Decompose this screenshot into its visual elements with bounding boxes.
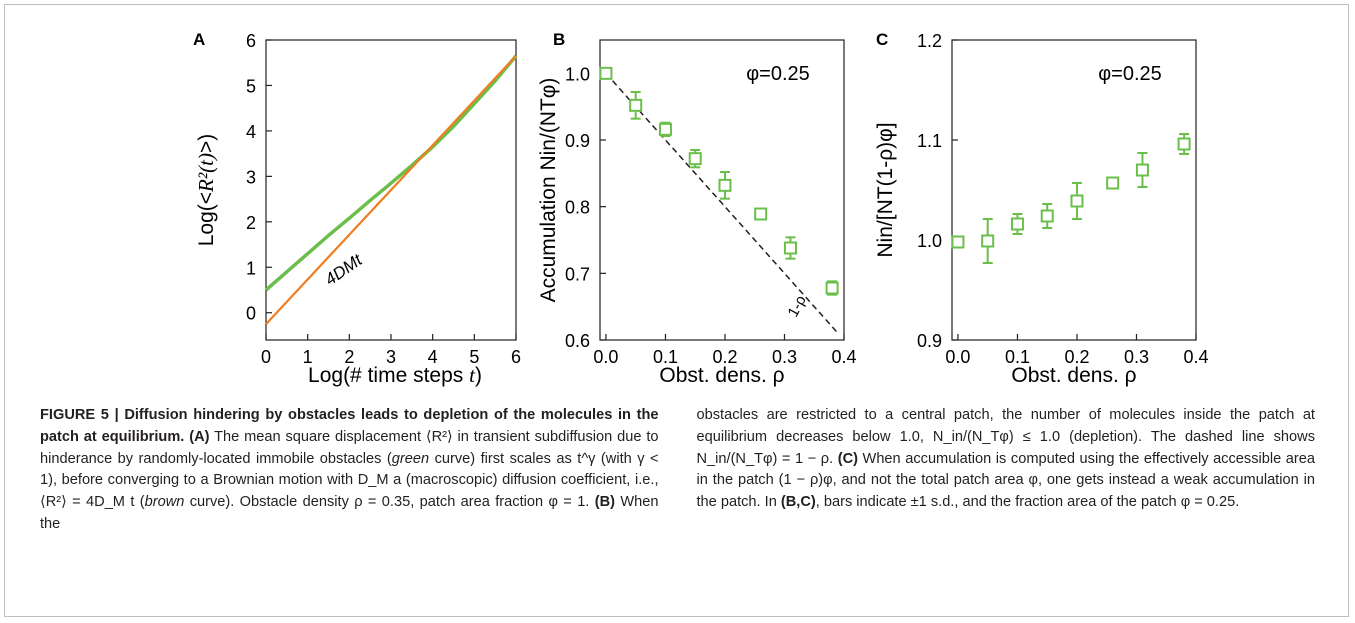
caption-text: The mean square displacement ⟨R²⟩ in tra… [40, 428, 659, 467]
caption-text: (B,C) [780, 494, 816, 511]
data-point [1177, 137, 1191, 151]
dashed-line [605, 72, 839, 334]
y-tick-label: 1 [246, 258, 256, 278]
figure-panels: A 0 1 2 3 4 5 6 0 1 2 3 4 5 6 Log(# time steps t) Lo… [193, 30, 1209, 387]
dashed-line-label: 1-ρ [785, 293, 810, 320]
caption-text: brown [144, 494, 185, 511]
y-tick-label: 0.6 [565, 331, 590, 351]
y-tick-label: 6 [246, 31, 256, 51]
green-curve [264, 54, 518, 292]
panel-a-ylabel: Log(<R²(t)>) [194, 134, 218, 247]
data-point [783, 241, 797, 255]
caption-text: FIGURE 5 | Diffusion hindering by obstac… [40, 407, 659, 445]
x-tick-label: 5 [469, 347, 479, 367]
caption-text: curve). Obstacle density ρ = 0.35, patch… [184, 494, 595, 511]
panel-b-letter: B [553, 30, 565, 49]
y-tick-label: 0.8 [565, 198, 590, 218]
panel-a: A 0 1 2 3 4 5 6 0 1 2 3 4 5 6 Log(# time steps t) Lo… [193, 30, 521, 387]
caption-text: curve) first scales as t^γ (with γ < 1),… [40, 450, 659, 511]
data-point [825, 281, 839, 295]
panel-c-axes [951, 39, 1197, 341]
y-tick-label: 1.2 [917, 31, 942, 51]
data-point [1135, 163, 1149, 177]
data-point [658, 122, 672, 136]
y-tick-label: 0 [246, 304, 256, 324]
y-tick-label: 1.1 [917, 131, 942, 151]
x-tick-label: 0.0 [945, 347, 970, 367]
caption-text: obstacles are restricted to a central pa… [696, 407, 1316, 467]
y-tick-label: 0.7 [565, 264, 590, 284]
caption-text: , bars indicate ±1 s.d., and the fractio… [815, 494, 1240, 511]
x-tick-label: 0 [261, 347, 271, 367]
x-tick-label: 0.2 [712, 347, 737, 367]
x-tick-label: 1 [303, 347, 313, 367]
y-tick-label: 1.0 [565, 64, 590, 84]
caption-column-left: FIGURE 5 | Diffusion hindering by obstac… [40, 405, 659, 615]
caption-column-right: obstacles are restricted to a central pa… [697, 405, 1316, 615]
caption-text: (A) [189, 428, 210, 445]
x-tick-label: 2 [344, 347, 354, 367]
data-point [718, 178, 732, 192]
panel-a-letter: A [193, 30, 205, 49]
panel-a-annotation: 4DMt [321, 250, 366, 290]
caption-text: When accumulation is computed using the … [696, 450, 1316, 511]
y-tick-label: 2 [246, 213, 256, 233]
data-point [981, 234, 995, 248]
caption-text: (B) [594, 494, 615, 511]
data-point [1010, 217, 1024, 231]
panel-c-inset: φ=0.25 [1098, 63, 1162, 85]
x-tick-label: 3 [386, 347, 396, 367]
x-tick-label: 0.4 [1183, 347, 1208, 367]
y-tick-label: 4 [246, 122, 256, 142]
data-point [754, 207, 768, 221]
brown-curve [265, 55, 517, 325]
x-tick-label: 4 [428, 347, 438, 367]
panel-b: B 0.0 0.1 0.2 0.3 0.4 0.6 0.7 0.8 0.9 1.0 Obst. … [537, 30, 857, 387]
panel-c-xlabel: Obst. dens. ρ [1011, 364, 1136, 387]
data-point [1040, 209, 1054, 223]
x-tick-label: 0.3 [1124, 347, 1149, 367]
panel-c-letter: C [876, 30, 888, 49]
y-tick-label: 5 [246, 76, 256, 96]
x-tick-label: 0.0 [593, 347, 618, 367]
figure-caption: FIGURE 5 | Diffusion hindering by obstac… [40, 405, 1315, 615]
caption-text: green [391, 450, 430, 467]
y-tick-label: 0.9 [565, 131, 590, 151]
data-point [951, 235, 965, 249]
panel-b-xlabel: Obst. dens. ρ [659, 364, 784, 387]
caption-text: When the [40, 494, 659, 532]
panel-b-ylabel: Accumulation Nin/(NTφ) [537, 78, 560, 303]
figure-frame [4, 4, 1349, 617]
x-tick-label: 0.1 [653, 347, 678, 367]
data-point [1070, 194, 1084, 208]
x-tick-label: 0.4 [831, 347, 856, 367]
panel-c: C 0.0 0.1 0.2 0.3 0.4 0.9 1.0 1.1 1.2 Obst. den… [874, 30, 1209, 387]
data-point [599, 66, 613, 80]
panel-b-axes [599, 39, 845, 341]
panel-a-xlabel: Log(# time steps t) [308, 363, 482, 387]
data-point [1106, 176, 1120, 190]
x-tick-label: 0.1 [1005, 347, 1030, 367]
data-point [629, 98, 643, 112]
panel-b-inset: φ=0.25 [746, 63, 810, 85]
y-tick-label: 3 [246, 167, 256, 187]
y-tick-label: 1.0 [917, 231, 942, 251]
y-tick-label: 0.9 [917, 331, 942, 351]
panel-c-ylabel: Nin/[NT(1-ρ)φ] [874, 122, 897, 257]
x-tick-label: 6 [511, 347, 521, 367]
x-tick-label: 0.3 [772, 347, 797, 367]
data-point [688, 152, 702, 166]
caption-text: (C) [837, 450, 858, 467]
x-tick-label: 0.2 [1064, 347, 1089, 367]
